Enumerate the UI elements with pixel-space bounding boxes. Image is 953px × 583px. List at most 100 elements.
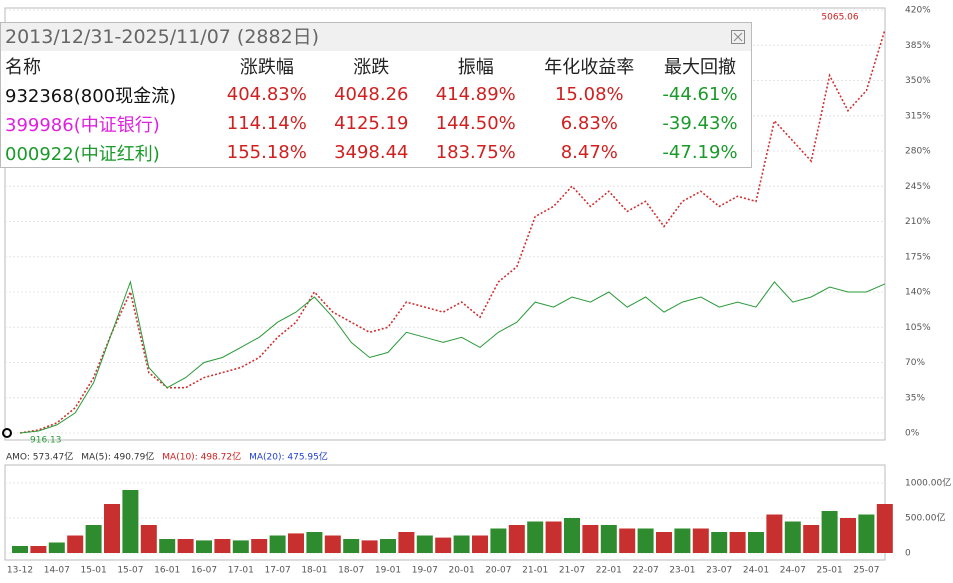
- volume-bar: [619, 528, 636, 553]
- volume-bar: [656, 532, 672, 553]
- stat-value: 183.75%: [435, 142, 516, 163]
- stat-value: 15.08%: [554, 84, 624, 105]
- x-tick-label: 23-01: [669, 566, 695, 576]
- x-tick-label: 17-07: [265, 566, 291, 576]
- column-header: 涨跌幅: [239, 56, 294, 78]
- volume-bar: [48, 542, 65, 553]
- stat-value: -39.43%: [662, 113, 738, 134]
- stat-value: 4125.19: [334, 113, 409, 134]
- volume-bar: [177, 539, 194, 553]
- volume-bar: [453, 535, 470, 553]
- x-tick-label: 18-01: [301, 566, 327, 576]
- series-line: [19, 29, 886, 434]
- x-tick-label: 16-01: [154, 566, 180, 576]
- volume-bar: [398, 532, 415, 553]
- stat-value: 414.89%: [435, 84, 516, 105]
- volume-bar: [508, 525, 525, 553]
- column-header: 名称: [5, 56, 41, 78]
- x-tick-label: 17-01: [228, 566, 254, 576]
- stat-value: 6.83%: [560, 113, 618, 134]
- stat-value: 144.50%: [435, 113, 516, 134]
- volume-bar: [269, 535, 286, 553]
- volume-bar: [435, 537, 452, 553]
- panel-title: 2013/12/31-2025/11/07 (2882日): [5, 26, 320, 48]
- annotation: 5065.06: [821, 13, 858, 23]
- stats-panel: 2013/12/31-2025/11/07 (2882日) 名称 涨跌幅 涨跌 振幅 年…: [0, 22, 752, 168]
- y-tick-label: 500.00亿: [905, 512, 946, 524]
- volume-bar: [729, 532, 746, 553]
- volume-bar: [122, 490, 139, 553]
- x-tick-label: 22-07: [633, 566, 659, 576]
- volume-bar: [472, 535, 488, 553]
- volume-bar: [545, 521, 562, 553]
- stat-value: 155.18%: [226, 142, 307, 163]
- stat-value: 3498.44: [334, 142, 409, 163]
- close-button[interactable]: [731, 30, 745, 44]
- stat-value: 8.47%: [560, 142, 618, 163]
- x-tick-label: 19-07: [412, 566, 438, 576]
- x-tick-label: 20-07: [485, 566, 511, 576]
- data-row: 000922(中证红利) 155.18% 3498.44 183.75% 8.47% -4…: [1, 138, 751, 167]
- data-row: 932368(800现金流) 404.83% 4048.26 414.89% 15.08…: [1, 80, 751, 109]
- stats-table: 名称 涨跌幅 涨跌 振幅 年化收益率 最大回撤 932368(800现金流) 404.83% 4…: [1, 51, 751, 167]
- stat-value: -47.19%: [662, 142, 738, 163]
- volume-bar: [766, 514, 783, 553]
- volume-bar: [361, 540, 378, 553]
- x-tick-label: 25-01: [817, 566, 843, 576]
- legend-item: MA(10): 498.72亿: [162, 451, 241, 463]
- legend-item: AMO: 573.47亿: [6, 451, 73, 463]
- y-tick-label: 0: [905, 549, 911, 559]
- volume-bar: [196, 540, 212, 553]
- legend-item: MA(5): 490.79亿: [81, 451, 154, 463]
- volume-bar: [232, 540, 249, 553]
- x-tick-label: 16-07: [191, 566, 217, 576]
- panel-header: 2013/12/31-2025/11/07 (2882日): [1, 23, 751, 51]
- column-header: 最大回撤: [663, 56, 736, 78]
- volume-bar: [416, 535, 433, 553]
- volume-bar: [784, 521, 801, 553]
- y-tick-label: 35%: [905, 393, 925, 403]
- x-tick-label: 18-07: [338, 566, 364, 576]
- x-tick-label: 23-07: [706, 566, 732, 576]
- volume-bar: [711, 532, 728, 553]
- volume-bar: [12, 546, 28, 553]
- x-tick-label: 24-01: [743, 566, 769, 576]
- volume-bar: [140, 525, 157, 553]
- y-tick-label: 280%: [905, 147, 931, 157]
- column-header: 振幅: [457, 56, 494, 78]
- x-tick-label: 22-01: [596, 566, 622, 576]
- x-tick-label: 20-01: [449, 566, 475, 576]
- volume-bar: [380, 539, 396, 553]
- y-tick-label: 385%: [905, 41, 931, 51]
- volume-bar: [637, 528, 654, 553]
- volume-bar: [251, 539, 268, 553]
- x-tick-label: 24-07: [780, 566, 806, 576]
- x-tick-label: 25-07: [853, 566, 879, 576]
- volume-bar: [692, 528, 709, 553]
- volume-bar: [858, 514, 875, 553]
- column-header: 年化收益率: [544, 56, 635, 78]
- volume-bar: [527, 521, 544, 553]
- x-tick-label: 21-01: [522, 566, 548, 576]
- volume-bar: [159, 539, 176, 553]
- stat-value: 114.14%: [226, 113, 307, 134]
- y-tick-label: 175%: [905, 252, 931, 262]
- stat-value: 404.83%: [226, 84, 307, 105]
- volume-bar: [674, 528, 691, 553]
- data-row: 399986(中证银行) 114.14% 4125.19 144.50% 6.83% -3…: [1, 109, 751, 138]
- volume-bar: [67, 535, 84, 553]
- x-tick-label: 13-12: [7, 566, 33, 576]
- volume-bar: [30, 546, 47, 553]
- x-tick-label: 14-07: [44, 566, 70, 576]
- x-tick-label: 15-01: [81, 566, 107, 576]
- volume-bar: [306, 532, 323, 553]
- volume-bar: [803, 525, 820, 553]
- volume-bar: [821, 511, 838, 553]
- index-name: 399986(中证银行): [5, 114, 160, 136]
- y-tick-label: 105%: [905, 323, 931, 333]
- y-tick-label: 420%: [905, 6, 931, 16]
- volume-bar: [343, 539, 360, 553]
- volume-bar: [490, 528, 507, 553]
- x-tick-label: 19-01: [375, 566, 401, 576]
